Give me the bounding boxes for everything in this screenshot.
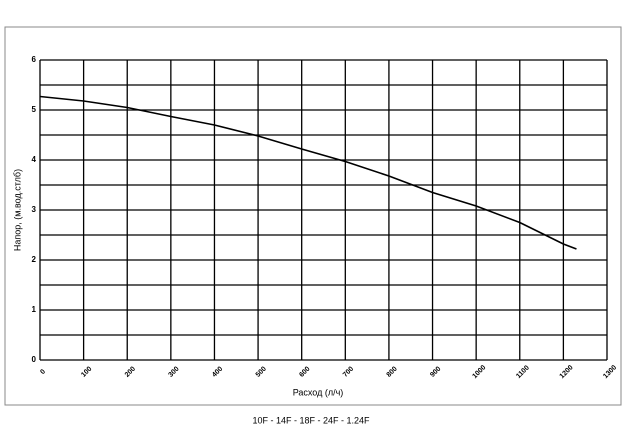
x-tick-label: 0 (39, 368, 47, 376)
x-tick-label: 1100 (515, 364, 531, 380)
y-tick-label: 3 (32, 205, 37, 214)
x-tick-label: 400 (211, 366, 224, 379)
y-tick-label: 1 (32, 305, 37, 314)
x-tick-label: 100 (80, 366, 93, 379)
x-tick-label: 1000 (471, 364, 487, 380)
x-tick-label: 200 (124, 366, 137, 379)
chart-frame (4, 26, 622, 406)
x-tick-label: 1300 (602, 364, 618, 380)
x-tick-label: 300 (167, 366, 180, 379)
x-tick-label: 700 (342, 366, 355, 379)
y-tick-label: 5 (32, 105, 37, 114)
caption: 10F - 14F - 18F - 24F - 1.24F (252, 415, 370, 425)
x-tick-label: 900 (429, 366, 442, 379)
y-tick-label: 6 (32, 55, 37, 64)
y-tick-label: 2 (32, 255, 37, 264)
y-tick-label: 4 (32, 155, 37, 164)
x-tick-label: 600 (298, 366, 311, 379)
y-tick-label: 0 (32, 355, 37, 364)
x-tick-label: 500 (255, 366, 268, 379)
y-axis-label: Напор, (м.вод.стлб) (12, 169, 22, 251)
x-axis-label: Расход (л/ч) (293, 387, 344, 397)
curve (39, 95, 577, 250)
x-tick-label: 1200 (559, 364, 575, 380)
x-tick-label: 800 (386, 366, 399, 379)
